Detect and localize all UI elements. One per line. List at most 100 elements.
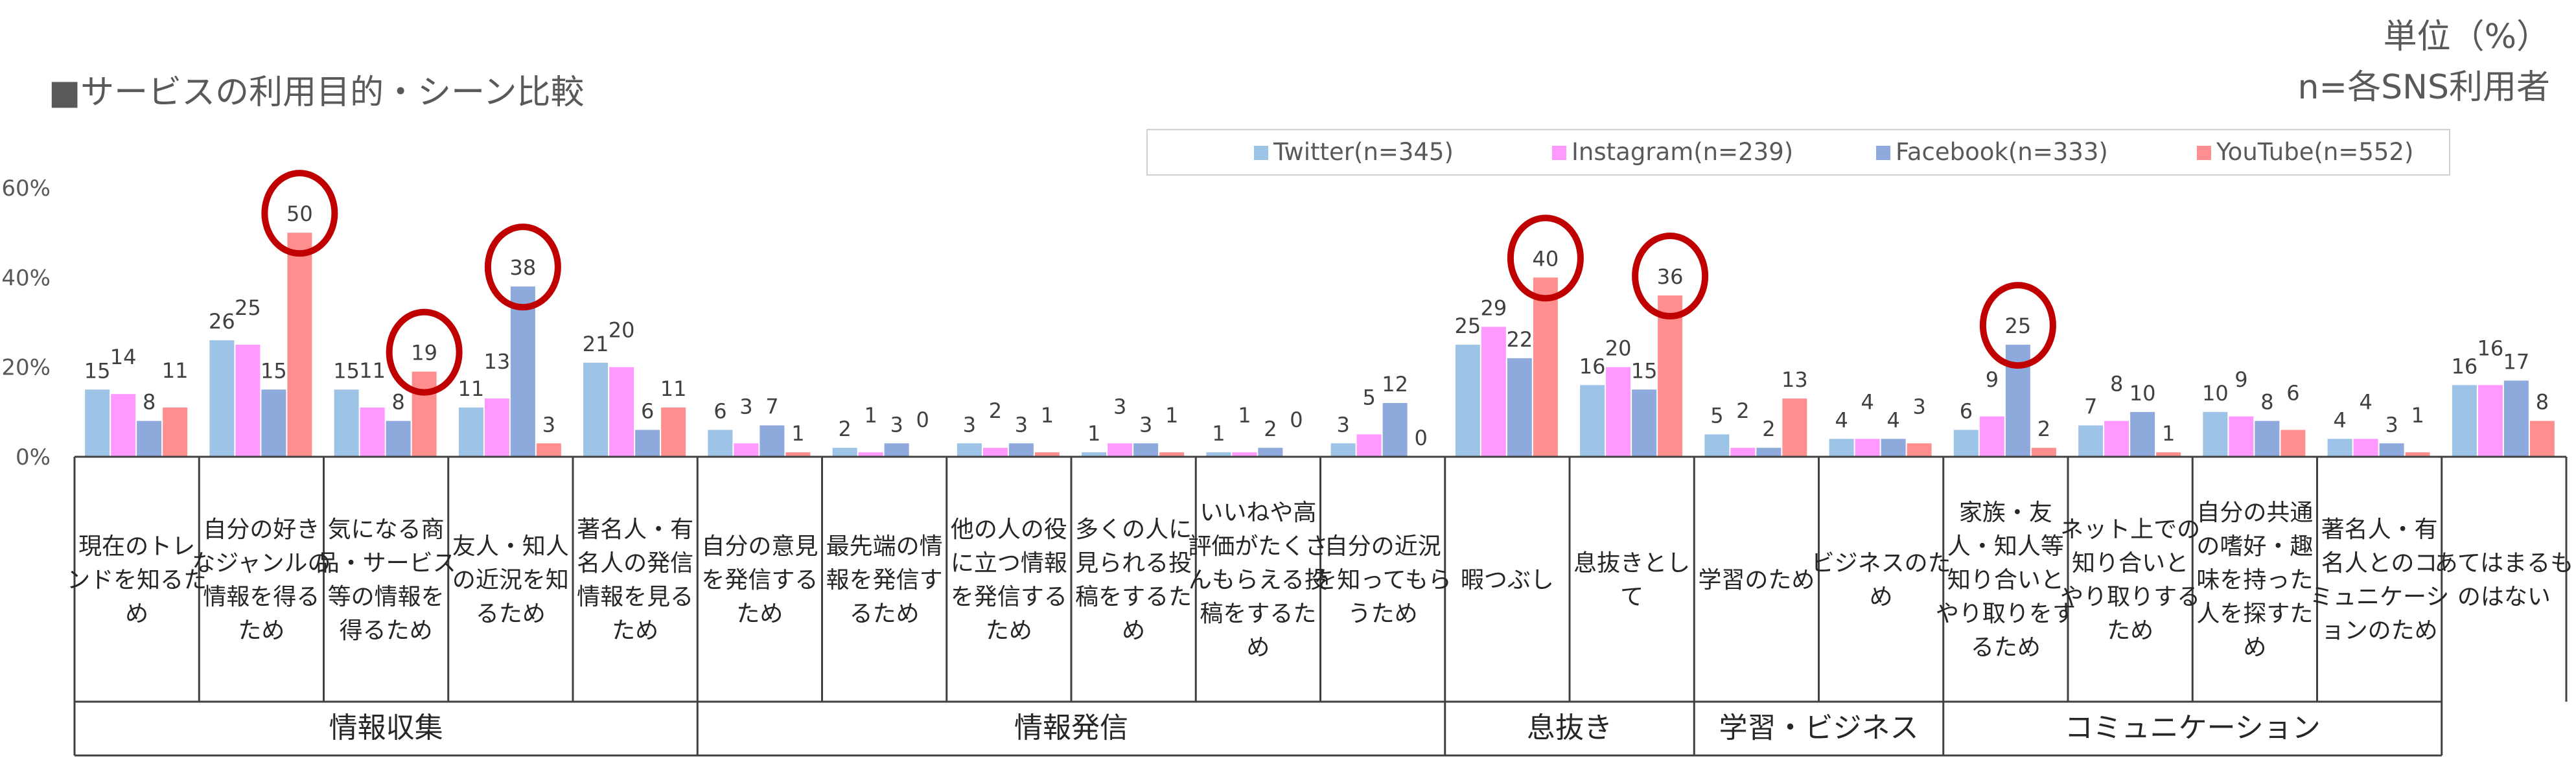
- category-label: 他の人の役: [951, 516, 1067, 543]
- bar-value-label: 17: [2503, 349, 2530, 374]
- category-label: ネット上での: [2060, 516, 2200, 543]
- bar: [1455, 345, 1480, 457]
- bar-value-label: 8: [2260, 390, 2273, 415]
- bar-value-label: 2: [2037, 417, 2050, 441]
- bar-value-label: 29: [1481, 295, 1507, 320]
- bar: [1133, 443, 1159, 457]
- bar-value-label: 11: [660, 376, 687, 401]
- group-label: 情報発信: [1014, 711, 1128, 744]
- bar-value-label: 16: [2452, 354, 2478, 378]
- bar: [583, 362, 609, 457]
- bar-value-label: 8: [391, 390, 404, 415]
- category-label: 人・知人等: [1947, 533, 2064, 560]
- bar-value-label: 15: [261, 358, 287, 383]
- bar: [1108, 443, 1133, 457]
- bar-value-label: 3: [542, 412, 555, 437]
- bar-value-label: 4: [1861, 389, 1874, 414]
- bar-value-label: 1: [1087, 421, 1100, 446]
- bar: [1507, 358, 1532, 457]
- bar-value-label: 5: [1710, 403, 1723, 428]
- bar: [884, 443, 909, 457]
- bar-value-label: 2: [1264, 417, 1277, 441]
- category-label: を発信する: [951, 584, 1067, 610]
- bar: [1979, 416, 2004, 457]
- bar: [760, 425, 785, 457]
- category-label: 評価がたくさ: [1188, 533, 1328, 560]
- unit-label: 単位（%）: [2383, 17, 2550, 56]
- bar-value-label: 4: [2359, 389, 2372, 414]
- bar: [1533, 277, 1558, 457]
- category-label: ため: [736, 601, 783, 627]
- bar: [386, 420, 411, 457]
- bar: [1232, 452, 1257, 457]
- bar: [2255, 420, 2280, 457]
- bar: [163, 407, 188, 457]
- bar-value-label: 3: [890, 412, 903, 437]
- bar: [1704, 434, 1730, 457]
- category-label: 知り合いと: [2072, 550, 2188, 577]
- bar: [2031, 448, 2056, 457]
- bar: [458, 407, 483, 457]
- bar: [609, 367, 634, 457]
- legend-swatch: [1552, 146, 1566, 160]
- bar: [2327, 439, 2352, 457]
- bar-value-label: 1: [2411, 403, 2424, 428]
- bar-value-label: 3: [2385, 412, 2398, 437]
- category-label: のはない: [2457, 584, 2551, 610]
- bar-value-label: 1: [2162, 421, 2175, 446]
- bar-value-label: 25: [1455, 314, 1481, 338]
- bar: [661, 407, 686, 457]
- category-label: 暇つぶし: [1461, 567, 1554, 593]
- category-label: 自分の近況: [1325, 533, 1441, 560]
- bar: [2203, 411, 2228, 457]
- bar-value-label: 9: [1986, 367, 1999, 392]
- bar-value-label: 1: [1212, 421, 1225, 446]
- bar: [261, 389, 286, 457]
- bar: [1606, 367, 1631, 457]
- group-label: 学習・ビジネス: [1719, 711, 1919, 744]
- category-label: ため: [2107, 617, 2153, 644]
- bar-value-label: 1: [864, 403, 877, 428]
- category-label: 情報を見る: [577, 584, 693, 610]
- bar: [1082, 452, 1107, 457]
- category-label: て: [1620, 584, 1643, 610]
- bar-value-label: 1: [1165, 403, 1178, 428]
- bar-value-label: 3: [963, 412, 976, 437]
- group-label: コミュニケーション: [2065, 711, 2321, 744]
- bar: [2477, 385, 2503, 457]
- category-label: 著名人・有: [577, 516, 693, 543]
- category-label: 等の情報を: [328, 584, 445, 610]
- bar: [1258, 448, 1283, 457]
- category-label: 著名人・有: [2321, 516, 2438, 543]
- category-label: を知ってもら: [1314, 567, 1451, 593]
- bar: [137, 420, 162, 457]
- bar: [111, 394, 136, 457]
- legend-swatch: [2197, 146, 2211, 160]
- bar-value-label: 10: [2129, 381, 2156, 406]
- bar-value-label: 2: [1762, 417, 1775, 441]
- bar-value-label: 3: [739, 394, 752, 419]
- bar-value-label: 3: [1336, 412, 1349, 437]
- bar: [2405, 452, 2430, 457]
- bar-value-label: 16: [1579, 354, 1606, 378]
- bar: [1159, 452, 1185, 457]
- category-label: ため: [612, 617, 658, 644]
- bar: [360, 407, 385, 457]
- bar-value-label: 40: [1533, 246, 1559, 271]
- bar-value-label: 19: [411, 341, 437, 365]
- bar: [2379, 443, 2404, 457]
- category-label: の近況を知: [452, 567, 569, 593]
- category-label: め: [1870, 584, 1893, 610]
- bar-value-label: 7: [765, 395, 778, 419]
- category-label: め: [1246, 634, 1270, 661]
- bar-value-label: 4: [2333, 408, 2346, 432]
- bar: [1008, 443, 1034, 457]
- bar-value-label: 6: [1960, 399, 1973, 424]
- bar-value-label: 15: [84, 358, 111, 383]
- category-label: あてはまるも: [2435, 550, 2574, 577]
- y-tick-label: 0%: [16, 444, 51, 470]
- bar: [2078, 425, 2104, 457]
- bar-value-label: 0: [1290, 408, 1303, 432]
- category-label: 自分の意見: [701, 533, 818, 560]
- highlight-circle: [484, 224, 561, 311]
